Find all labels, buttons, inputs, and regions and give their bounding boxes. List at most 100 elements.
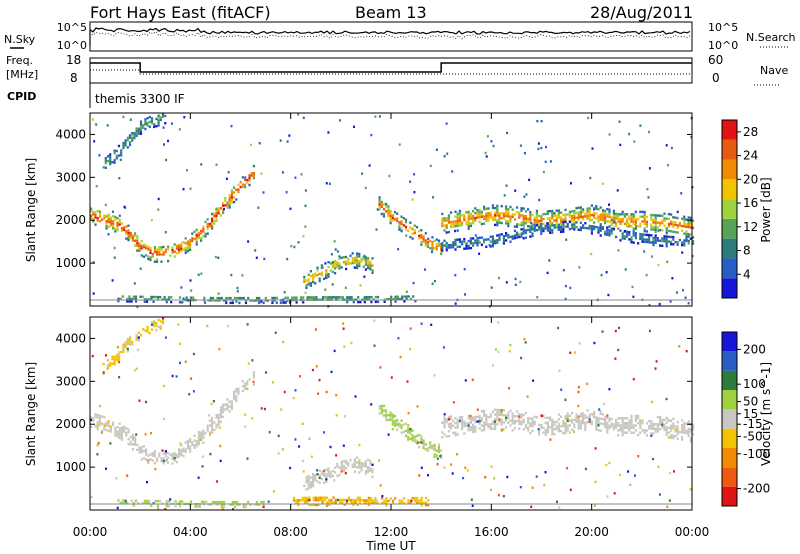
colorbar-swatch [722,258,737,279]
velocity-cell [445,435,448,438]
power-cell [494,214,497,217]
velocity-cell [194,505,197,508]
power-cell [228,203,231,207]
velocity-cell [467,414,470,418]
power-cell [359,284,362,287]
power-cell [429,239,432,243]
velocity-cell [670,429,673,432]
velocity-cell [500,421,503,424]
power-cell [447,218,450,222]
power-cell [685,230,688,233]
power-cell [690,135,693,139]
power-cell [531,227,534,230]
power-cell [522,207,525,210]
velocity-cell [540,426,543,429]
power-cell [454,210,457,213]
power-cell [522,219,525,222]
power-cell [182,297,185,300]
velocity-cell [628,421,631,425]
velocity-cell [661,421,664,424]
velocity-cell [336,462,339,466]
power-cell [380,205,383,208]
power-cell [353,261,356,264]
velocity-cell [321,496,324,499]
power-cell [646,188,649,191]
power-cell [178,251,181,254]
velocity-cell [668,499,671,502]
velocity-cell [584,426,587,429]
power-cell [195,236,198,239]
velocity-cell [610,425,613,428]
velocity-cell [420,466,423,469]
velocity-cell [330,501,333,504]
velocity-cell [619,426,622,430]
power-cell [195,240,198,244]
power-cell [148,115,151,119]
velocity-cell [365,499,368,502]
velocity-cell [142,445,145,448]
power-cell [404,218,408,221]
power-cell [538,222,541,225]
velocity-cell [318,474,321,477]
velocity-cell [494,413,497,416]
power-cell [485,214,488,218]
velocity-cell [634,414,637,418]
power-cell [681,241,684,244]
velocity-cell [420,435,423,438]
velocity-cell [480,429,483,432]
power-cell [593,227,596,231]
velocity-cell [558,506,561,509]
power-cell [469,246,472,250]
velocity-cell [171,462,174,465]
power-cell [370,300,373,304]
power-cell [608,229,611,232]
power-cell [385,205,388,208]
velocity-cell [358,496,362,500]
power-cell [461,223,464,227]
velocity-cell [404,422,408,425]
power-cell [227,171,230,174]
colorbar-swatch [722,370,737,390]
velocity-cell [437,445,441,449]
colorbar-swatch [722,390,737,410]
velocity-cell [454,431,457,434]
power-cell [469,239,472,243]
power-cell [211,296,215,300]
nave-label: Nave [760,64,788,77]
power-cell [584,222,587,225]
velocity-cell [652,427,655,430]
power-cell [402,217,405,220]
velocity-cell [219,411,222,414]
power-ytick-label: 1000 [55,256,86,270]
power-cell [474,241,477,245]
power-cell [424,241,427,245]
velocity-cell [623,424,626,427]
power-cell [127,234,130,237]
power-cell [202,227,205,231]
velocity-cell [350,501,353,504]
velocity-cell [323,474,326,477]
power-cell [158,248,161,251]
velocity-cell [469,426,472,429]
power-cell [227,296,230,300]
power-cell [367,257,370,260]
power-cell [648,130,650,134]
power-cell [670,240,673,243]
velocity-cell [626,421,629,425]
velocity-cell [106,363,110,367]
velocity-cell [118,376,121,379]
velocity-cell [426,447,430,450]
velocity-cell [443,433,446,436]
power-cell [652,241,655,244]
velocity-cell [175,453,178,457]
power-cell [140,244,143,248]
power-cell [105,222,108,225]
nsearch-label: N.Search [746,31,796,44]
velocity-cell [227,324,229,328]
power-cell [661,214,664,218]
velocity-cell [463,422,466,426]
velocity-cell [478,420,481,423]
velocity-cell [606,424,609,427]
power-cell [643,238,646,241]
power-cell [465,211,468,214]
